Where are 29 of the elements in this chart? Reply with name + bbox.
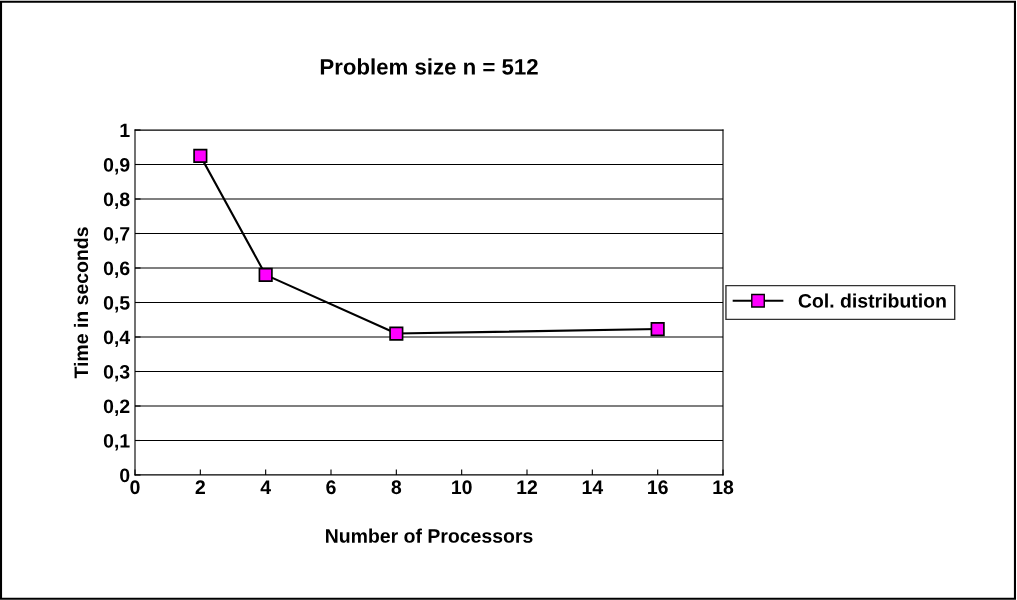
legend-label: Col. distribution	[798, 293, 946, 308]
point	[389, 326, 404, 341]
y-tick-label: 0	[120, 468, 130, 483]
x-axis-title: Number of Processors	[326, 528, 533, 543]
point	[193, 148, 208, 163]
y-tick-label: 0,1	[103, 433, 130, 451]
y-tick-label: 0,5	[103, 295, 130, 313]
x-tick-label: 0	[130, 480, 140, 495]
x-tick-label: 10	[452, 480, 472, 495]
y-tick-label: 0,9	[103, 157, 130, 175]
y-axis-title: Time in seconds	[73, 227, 89, 379]
x-tick-label: 6	[326, 480, 336, 495]
y-tick-label: 0,2	[103, 399, 130, 417]
point	[258, 267, 273, 282]
y-tick-label: 0,3	[103, 364, 130, 382]
x-tick-label: 2	[195, 480, 205, 494]
point	[650, 321, 665, 337]
y-tick-label: 1	[120, 123, 130, 138]
x-tick-label: 14	[582, 480, 604, 494]
y-tick-label: 0,7	[103, 226, 130, 244]
x-tick-label: 8	[391, 480, 402, 495]
x-tick-label: 4	[260, 480, 271, 494]
y-tick-label: 0,6	[103, 261, 130, 279]
x-tick-label: 12	[517, 480, 538, 494]
y-tick-label: 0,4	[103, 330, 131, 348]
y-tick-label: 0,8	[103, 192, 130, 210]
x-tick-label: 18	[713, 480, 734, 495]
chart-title: Problem size n = 512	[320, 58, 538, 75]
x-tick-label: 16	[648, 480, 668, 495]
